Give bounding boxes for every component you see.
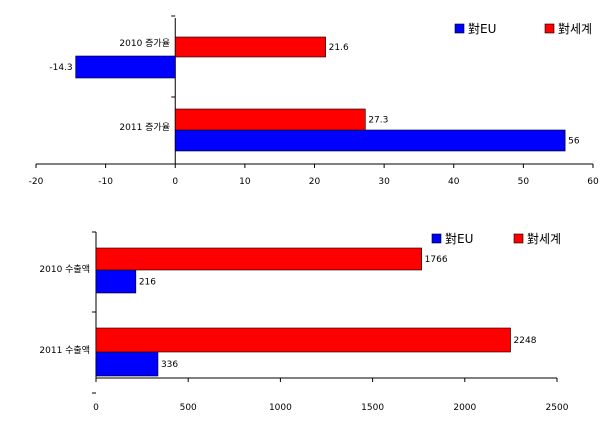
data-label: 216 xyxy=(139,278,156,288)
value-axis-tick-label: 1500 xyxy=(361,403,384,413)
value-axis-tick-label: 500 xyxy=(180,403,197,413)
data-label: 56 xyxy=(568,137,580,147)
value-axis-tick-label: 30 xyxy=(378,177,390,187)
bar-world xyxy=(95,247,422,271)
value-axis-tick-label: -10 xyxy=(98,177,113,187)
value-axis-tick-label: 40 xyxy=(448,177,460,187)
data-label: 2248 xyxy=(514,336,537,346)
legend-label: 對세계 xyxy=(558,22,592,36)
legend-swatch xyxy=(454,23,465,34)
bar-eu xyxy=(174,129,566,152)
value-axis-tick-label: 10 xyxy=(239,177,251,187)
legend-swatch xyxy=(431,233,442,244)
value-axis-tick-label: 20 xyxy=(309,177,321,187)
bar-eu xyxy=(75,55,176,79)
bar-world xyxy=(174,36,326,58)
data-label: 27.3 xyxy=(368,116,388,126)
category-label: 2010 수출액 xyxy=(39,263,90,275)
legend-label: 對EU xyxy=(468,22,496,36)
value-axis-tick-label: 0 xyxy=(93,403,99,413)
data-label: 21.6 xyxy=(329,43,349,53)
legend-label: 對세계 xyxy=(527,232,561,246)
data-label: 336 xyxy=(161,360,178,370)
legend-swatch xyxy=(544,23,555,34)
value-axis-tick-label: 0 xyxy=(172,177,178,187)
data-label: -14.3 xyxy=(49,63,72,73)
data-label: 1766 xyxy=(425,255,448,265)
bar-eu xyxy=(95,269,137,294)
value-axis-tick-label: 2500 xyxy=(546,403,569,413)
value-axis-tick-label: 60 xyxy=(587,177,599,187)
bar-eu xyxy=(95,351,159,377)
value-axis-tick-label: 1000 xyxy=(269,403,292,413)
legend-swatch xyxy=(513,233,524,244)
category-label: 2010 증가율 xyxy=(119,38,170,49)
value-axis-tick-label: 2000 xyxy=(453,403,476,413)
bar-world xyxy=(95,327,511,353)
legend-label: 對EU xyxy=(445,232,473,246)
category-label: 2011 증가율 xyxy=(119,122,170,133)
category-label: 2011 수출액 xyxy=(39,344,90,356)
value-axis-tick-label: 50 xyxy=(518,177,530,187)
bar-world xyxy=(174,108,366,131)
value-axis-tick-label: -20 xyxy=(29,177,44,187)
